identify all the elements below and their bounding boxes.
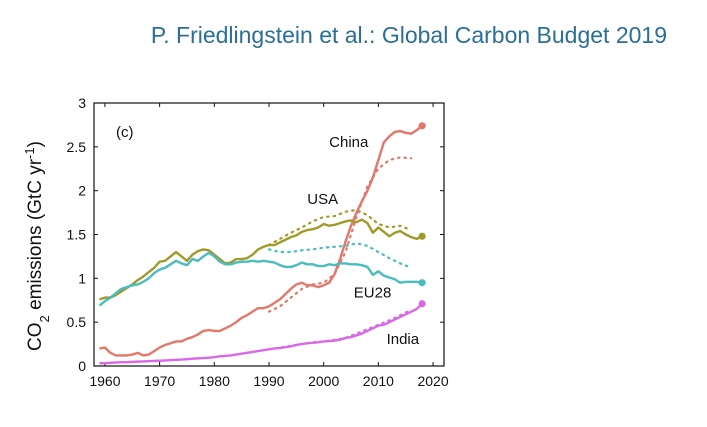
series-india-end-point: [418, 300, 426, 308]
x-tick-label: 2000: [308, 373, 339, 389]
y-tick-label: 3: [78, 95, 86, 111]
series-usa-dotted-line: [267, 208, 413, 247]
x-tick-label: 1960: [89, 373, 120, 389]
x-tick-label: 1990: [253, 373, 284, 389]
y-tick-label: 1.5: [67, 227, 87, 243]
y-axis-label: CO2 emissions (GtC yr-1): [22, 141, 52, 351]
series-label-china: China: [329, 134, 369, 151]
series-eu28-end-point: [418, 279, 426, 287]
y-tick-label: 0.5: [67, 314, 87, 330]
series-india-line: [99, 302, 423, 365]
ylabel-close: ): [25, 141, 46, 147]
page-title: P. Friedlingstein et al.: Global Carbon …: [150, 22, 667, 48]
x-tick-label: 2010: [363, 373, 394, 389]
series-label-india: India: [387, 331, 420, 348]
ylabel-sup: -1: [22, 147, 37, 159]
axes: 1960 1970 1980 1990 2000 2010 2020 0 0.5 1 1.5 2 2.5…: [67, 95, 449, 389]
series-eu28-line: [98, 251, 423, 307]
series-eu28-dotted-line: [267, 242, 413, 269]
series-label-usa: USA: [307, 191, 338, 208]
x-tick-label: 1980: [199, 373, 230, 389]
series-label-eu28: EU28: [354, 285, 392, 302]
ylabel-main: CO: [25, 322, 46, 351]
series-usa-end-point: [418, 232, 426, 240]
y-tick-label: 2: [78, 183, 86, 199]
ylabel-sub: 2: [37, 315, 52, 322]
y-tick-label: 2.5: [67, 139, 87, 155]
series-usa-line: [99, 218, 423, 301]
x-tick-label: 1970: [144, 373, 175, 389]
dotted-series-layer: [267, 156, 413, 351]
solid-series-layer: [98, 122, 426, 365]
series-china-line: [99, 124, 423, 357]
series-labels: China USA EU28 India: [307, 134, 419, 348]
series-china-end-point: [418, 122, 426, 130]
panel-label: (c): [116, 124, 134, 141]
ylabel-rest: emissions (GtC yr: [25, 158, 46, 315]
x-tick-label: 2020: [417, 373, 448, 389]
y-tick-label: 1: [78, 270, 86, 286]
y-tick-label: 0: [78, 358, 86, 374]
series-china-dotted-line: [267, 156, 413, 313]
